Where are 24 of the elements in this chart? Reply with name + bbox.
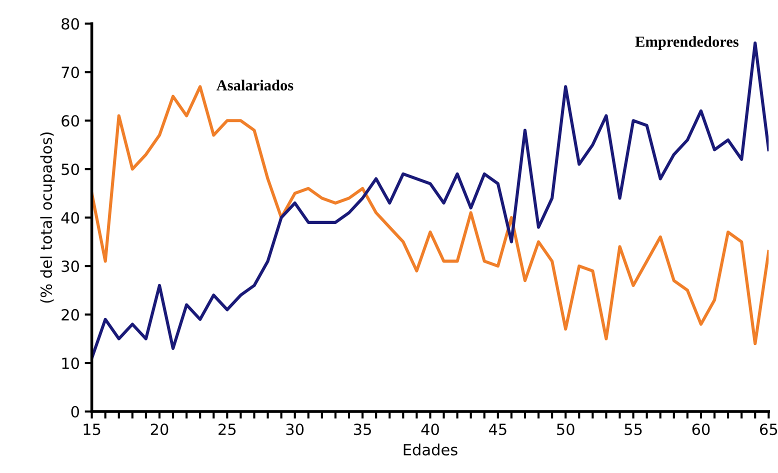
y-tick-label: 20	[62, 309, 79, 321]
x-tick-label: 30	[286, 424, 304, 436]
y-tick-label: 40	[61, 212, 79, 224]
x-tick-label: 35	[354, 424, 371, 436]
x-tick-label: 65	[760, 424, 778, 436]
y-tick-label: 0	[71, 406, 79, 418]
x-tick-label: 25	[218, 424, 236, 436]
series-label: Asalariados	[216, 80, 294, 90]
x-tick-label: 45	[488, 424, 506, 436]
y-axis-title: (% del total ocupados)	[40, 132, 55, 303]
y-tick-label: 10	[62, 357, 79, 370]
y-tick-label: 60	[62, 115, 79, 127]
x-tick-label: 60	[692, 424, 710, 436]
y-tick-label: 30	[62, 260, 79, 272]
x-tick-label: 20	[150, 424, 168, 436]
x-axis-title: Edades	[404, 444, 458, 456]
x-tick-label: 50	[557, 424, 574, 436]
x-tick-label: 55	[624, 424, 642, 436]
y-tick-label: 80	[62, 18, 79, 30]
y-tick-label: 70	[62, 66, 79, 78]
x-tick-label: 40	[421, 424, 439, 436]
y-tick-label: 50	[62, 164, 79, 176]
series-label: Emprendedores	[635, 36, 739, 50]
x-tick-label: 15	[84, 424, 100, 436]
